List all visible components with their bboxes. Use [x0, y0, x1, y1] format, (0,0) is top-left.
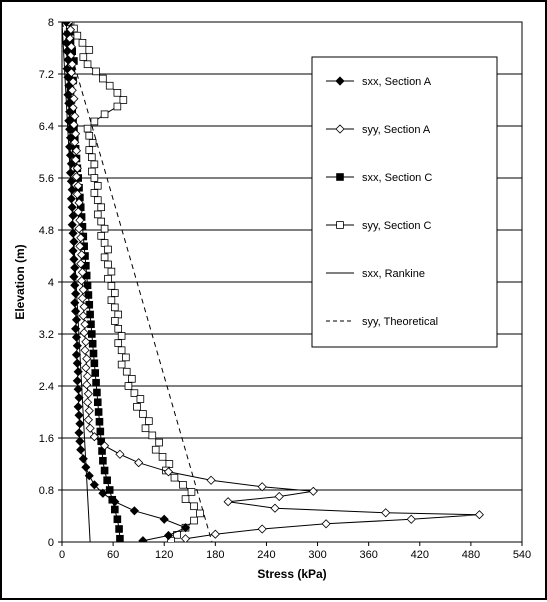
y-tick-label: 0	[48, 537, 54, 549]
x-axis-label: Stress (kPa)	[257, 567, 326, 581]
legend-label: sxx, Section C	[362, 172, 432, 184]
x-tick-label: 60	[107, 549, 119, 561]
y-axis-label: Elevation (m)	[13, 244, 27, 319]
x-tick-label: 360	[359, 549, 377, 561]
y-tick-label: 4	[48, 277, 54, 289]
legend-label: sxx, Rankine	[362, 268, 425, 280]
legend-label: syy, Theoretical	[362, 316, 438, 328]
legend-label: sxx, Section A	[362, 76, 432, 88]
y-tick-label: 1.6	[39, 433, 54, 445]
x-tick-label: 240	[257, 549, 275, 561]
chart-frame: 0 0.8 1.6 2.4 3.2 4 4.8 5.6 6.4 7.2 8 0 60 120 180 240 3…	[0, 0, 547, 600]
x-tick-label: 300	[308, 549, 326, 561]
legend-box	[312, 57, 497, 347]
x-tick-label: 180	[206, 549, 224, 561]
legend-label: syy, Section A	[362, 124, 431, 136]
legend-label: syy, Section C	[362, 220, 432, 232]
x-tick-label: 0	[59, 549, 65, 561]
y-tick-label: 8	[48, 17, 54, 29]
y-tick-label: 7.2	[39, 69, 54, 81]
y-tick-label: 3.2	[39, 329, 54, 341]
y-tick-label: 5.6	[39, 173, 54, 185]
x-tick-label: 540	[513, 549, 531, 561]
chart-svg: 0 0.8 1.6 2.4 3.2 4 4.8 5.6 6.4 7.2 8 0 60 120 180 240 3…	[2, 2, 547, 602]
y-tick-label: 0.8	[39, 485, 54, 497]
x-tick-label: 420	[411, 549, 429, 561]
x-tick-label: 120	[155, 549, 173, 561]
x-tick-label: 480	[462, 549, 480, 561]
y-tick-label: 6.4	[39, 121, 54, 133]
y-tick-label: 4.8	[39, 225, 54, 237]
y-tick-label: 2.4	[39, 381, 54, 393]
